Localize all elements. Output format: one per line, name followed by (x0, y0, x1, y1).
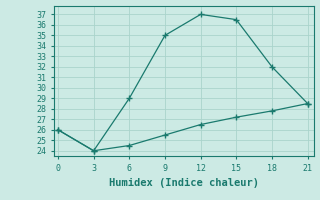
X-axis label: Humidex (Indice chaleur): Humidex (Indice chaleur) (109, 178, 259, 188)
